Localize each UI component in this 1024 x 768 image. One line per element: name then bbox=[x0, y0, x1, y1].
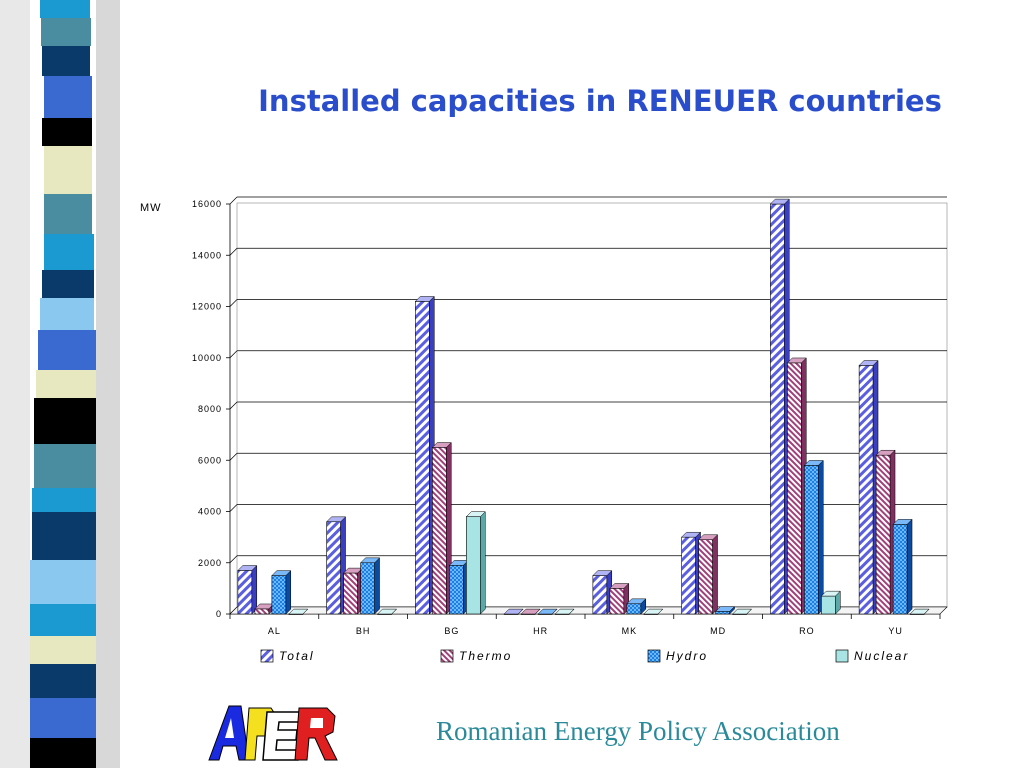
legend-label-total: Total bbox=[279, 649, 315, 663]
bar-hydro-al bbox=[271, 575, 287, 615]
bar-nuclear-bh-top bbox=[377, 608, 398, 615]
bar-hydro-ro-top bbox=[803, 460, 824, 466]
bar-total-mk bbox=[592, 575, 608, 615]
bar-nuclear-bg bbox=[466, 516, 481, 615]
bar-total-ro-top bbox=[769, 198, 790, 205]
y-tick-label: 10000 bbox=[192, 353, 222, 363]
bar-total-bh-top bbox=[326, 516, 347, 522]
y-tick-label: 12000 bbox=[192, 302, 222, 312]
bar-hydro-bh-top bbox=[360, 557, 381, 563]
bar-hydro-yu-side bbox=[906, 518, 913, 615]
plot-background bbox=[236, 202, 948, 608]
legend-swatch-nuclear bbox=[835, 649, 849, 663]
bar-nuclear-yu-top bbox=[909, 608, 930, 615]
bar-thermo-ro-top bbox=[786, 357, 807, 364]
y-tick-label: 14000 bbox=[192, 250, 222, 260]
bar-total-md bbox=[681, 536, 696, 615]
bar-thermo-hr-top bbox=[520, 608, 541, 615]
bar-total-yu bbox=[858, 365, 874, 615]
bar-nuclear-bg-side bbox=[480, 511, 486, 615]
bar-thermo-ro bbox=[787, 362, 802, 615]
bar-total-yu-top bbox=[858, 360, 879, 366]
bar-thermo-md-top bbox=[698, 534, 719, 540]
aper-logo bbox=[208, 705, 338, 761]
bar-nuclear-md-top bbox=[732, 608, 753, 615]
y-axis-label: MW bbox=[140, 202, 162, 214]
x-tick-label-md: MD bbox=[710, 626, 726, 636]
bar-hydro-al-top bbox=[271, 570, 292, 576]
gridline-depth bbox=[229, 350, 238, 358]
bar-thermo-al bbox=[254, 608, 270, 615]
bar-total-ro bbox=[770, 203, 785, 615]
bar-nuclear-bg-top bbox=[465, 511, 486, 517]
bar-total-al-top bbox=[237, 565, 258, 571]
y-tick-label: 6000 bbox=[198, 455, 222, 465]
x-tick-label-bg: BG bbox=[444, 626, 459, 636]
legend-swatch-thermo bbox=[440, 649, 454, 663]
legend-label-nuclear: Nuclear bbox=[854, 649, 909, 663]
bar-thermo-md bbox=[698, 539, 713, 615]
x-tick-label-mk: MK bbox=[622, 626, 638, 636]
x-tick-label-bh: BH bbox=[356, 626, 371, 636]
gridline-depth bbox=[229, 401, 238, 410]
y-tick-label: 2000 bbox=[198, 558, 222, 568]
y-tick-label: 0 bbox=[216, 609, 222, 619]
bar-thermo-yu bbox=[875, 454, 891, 615]
bar-total-bh bbox=[326, 521, 341, 615]
bar-hydro-mk bbox=[626, 603, 642, 615]
bar-hydro-md bbox=[715, 611, 730, 615]
bar-hydro-bh bbox=[360, 562, 375, 615]
bar-total-bg bbox=[415, 301, 430, 615]
bar-nuclear-al-top bbox=[288, 608, 309, 615]
bar-nuclear-mk-top bbox=[643, 608, 664, 615]
x-tick-label-al: AL bbox=[268, 626, 281, 636]
x-tick-label-hr: HR bbox=[533, 626, 548, 636]
slide-title: Installed capacities in RENEUER countrie… bbox=[258, 84, 942, 118]
legend-swatch-hydro bbox=[647, 649, 661, 663]
bar-thermo-bg bbox=[432, 447, 447, 615]
bar-thermo-bg-top bbox=[431, 442, 452, 448]
x-tick-label-yu: YU bbox=[888, 626, 903, 636]
bar-hydro-yu bbox=[892, 524, 908, 615]
gridline-depth bbox=[229, 453, 238, 461]
bar-total-al-side bbox=[251, 564, 258, 615]
bar-hydro-mk-top bbox=[626, 598, 647, 604]
bar-total-bg-top bbox=[414, 296, 435, 302]
y-tick-label: 16000 bbox=[192, 199, 222, 209]
bar-nuclear-ro-top bbox=[820, 590, 841, 597]
gridline-depth bbox=[229, 555, 238, 563]
gridline-depth bbox=[229, 248, 238, 256]
bar-hydro-al-side bbox=[285, 570, 292, 615]
y-tick-label: 4000 bbox=[198, 507, 222, 517]
bar-total-hr-top bbox=[503, 608, 524, 615]
bar-total-mk-top bbox=[592, 570, 613, 576]
x-tick-label-ro: RO bbox=[799, 626, 815, 636]
legend-label-hydro: Hydro bbox=[666, 649, 708, 663]
gridline-depth bbox=[229, 504, 238, 512]
bar-thermo-md-side bbox=[712, 534, 718, 615]
capacity-bar-chart: MW 0 2000 4000 6000 8000 10000 12000 14000 16000… bbox=[140, 196, 948, 663]
bar-hydro-yu-top bbox=[892, 519, 913, 525]
organization-name: Romanian Energy Policy Association bbox=[436, 716, 840, 746]
bar-hydro-bh-side bbox=[374, 557, 380, 615]
bar-thermo-mk bbox=[609, 588, 625, 615]
bar-hydro-md-top bbox=[715, 606, 736, 612]
gridline-depth bbox=[229, 196, 238, 205]
bar-thermo-mk-top bbox=[609, 583, 630, 589]
decorative-stripe-bar bbox=[0, 0, 120, 768]
bar-nuclear-hr-top bbox=[554, 608, 575, 615]
bar-hydro-hr-top bbox=[537, 608, 558, 615]
bar-hydro-ro-side bbox=[818, 459, 824, 615]
bar-hydro-bg bbox=[449, 565, 464, 615]
bar-total-md-top bbox=[681, 531, 702, 538]
bar-thermo-yu-top bbox=[875, 449, 896, 456]
legend-label-thermo: Thermo bbox=[459, 649, 512, 663]
bar-thermo-bh bbox=[343, 572, 358, 615]
bar-total-al bbox=[237, 570, 253, 615]
bar-nuclear-ro bbox=[821, 595, 836, 615]
y-tick-label: 8000 bbox=[198, 404, 222, 414]
bar-hydro-ro bbox=[804, 465, 819, 615]
legend-swatch-total bbox=[260, 649, 274, 663]
gridline-depth bbox=[229, 299, 238, 307]
